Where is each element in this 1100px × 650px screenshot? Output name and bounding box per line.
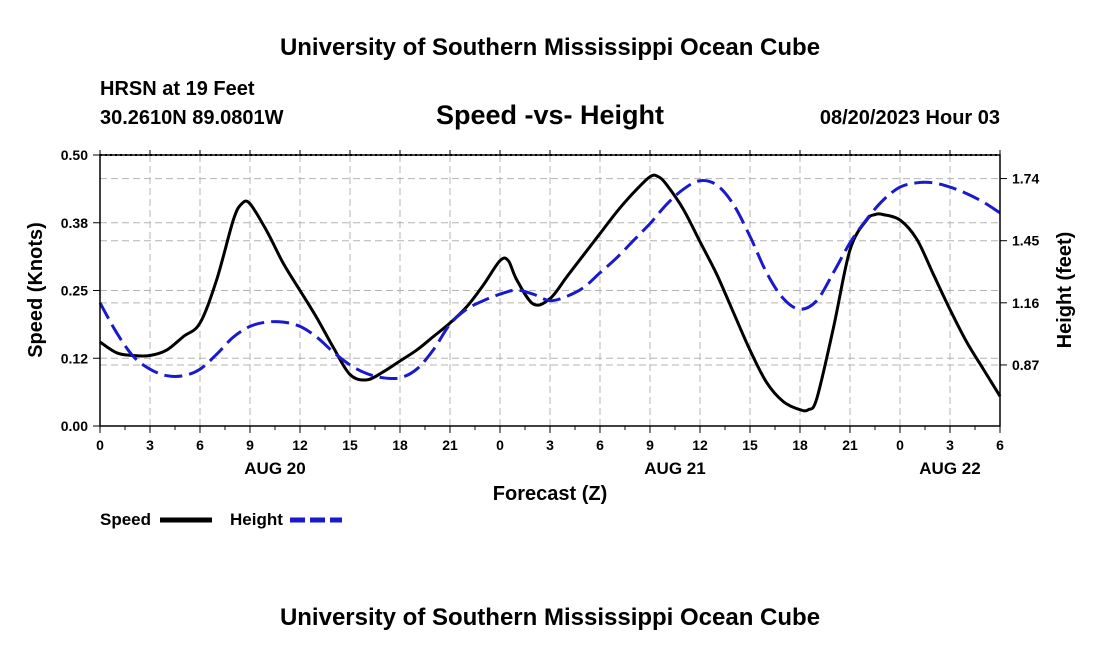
x-tick-label: 0 bbox=[496, 437, 504, 453]
y-left-tick-label: 0.00 bbox=[61, 418, 88, 434]
x-tick-label: 15 bbox=[742, 437, 758, 453]
footer-title: University of Southern Mississippi Ocean… bbox=[280, 604, 820, 631]
grid-lines bbox=[100, 155, 1000, 426]
y-left-tick-label: 0.25 bbox=[61, 283, 88, 299]
y-right-tick-label: 1.74 bbox=[1012, 171, 1039, 187]
y-left-tick-label: 0.12 bbox=[61, 350, 88, 366]
x-tick-label: 21 bbox=[842, 437, 858, 453]
tick-layer: 0 3 6 9 12 15 18 21 0 3 6 9 12 15 18 21 0 3 6 0.00 0.12 0.25 0… bbox=[61, 147, 1040, 478]
x-tick-label: 6 bbox=[996, 437, 1004, 453]
x-tick-label: 15 bbox=[342, 437, 358, 453]
legend-height-label: Height bbox=[230, 510, 283, 529]
x-tick-label: 0 bbox=[96, 437, 104, 453]
y-right-tick-label: 1.16 bbox=[1012, 295, 1039, 311]
x-tick-label: 18 bbox=[792, 437, 808, 453]
chart-title: University of Southern Mississippi Ocean… bbox=[280, 34, 820, 61]
x-tick-label: 6 bbox=[596, 437, 604, 453]
x-tick-label: 12 bbox=[692, 437, 708, 453]
chart-subtitle: Speed -vs- Height bbox=[436, 100, 664, 130]
x-tick-label: 3 bbox=[146, 437, 154, 453]
series-layer bbox=[98, 173, 1002, 413]
y-right-tick-label: 1.45 bbox=[1012, 233, 1039, 249]
legend: Speed Height bbox=[100, 510, 342, 529]
x-tick-label: 18 bbox=[392, 437, 408, 453]
date-label: AUG 20 bbox=[244, 459, 305, 478]
station-label: HRSN at 19 Feet bbox=[100, 78, 255, 100]
series-line-speed bbox=[99, 173, 1002, 413]
datetime-label: 08/20/2023 Hour 03 bbox=[820, 107, 1000, 129]
x-axis-label: Forecast (Z) bbox=[493, 483, 607, 505]
legend-speed-label: Speed bbox=[100, 510, 151, 529]
x-tick-label: 9 bbox=[646, 437, 654, 453]
date-label: AUG 21 bbox=[644, 459, 705, 478]
series-line-height bbox=[98, 179, 1001, 381]
y-right-tick-label: 0.87 bbox=[1012, 357, 1039, 373]
x-tick-label: 21 bbox=[442, 437, 458, 453]
date-label: AUG 22 bbox=[919, 459, 980, 478]
y-axis-right-label: Height (feet) bbox=[1054, 232, 1076, 349]
x-tick-label: 3 bbox=[546, 437, 554, 453]
location-label: 30.2610N 89.0801W bbox=[100, 107, 284, 129]
x-tick-label: 0 bbox=[896, 437, 904, 453]
x-tick-label: 9 bbox=[246, 437, 254, 453]
y-left-tick-label: 0.38 bbox=[61, 215, 88, 231]
y-axis-left-label: Speed (Knots) bbox=[25, 222, 47, 358]
y-left-tick-label: 0.50 bbox=[61, 147, 88, 163]
x-tick-label: 6 bbox=[196, 437, 204, 453]
x-tick-label: 12 bbox=[292, 437, 308, 453]
x-tick-label: 3 bbox=[946, 437, 954, 453]
